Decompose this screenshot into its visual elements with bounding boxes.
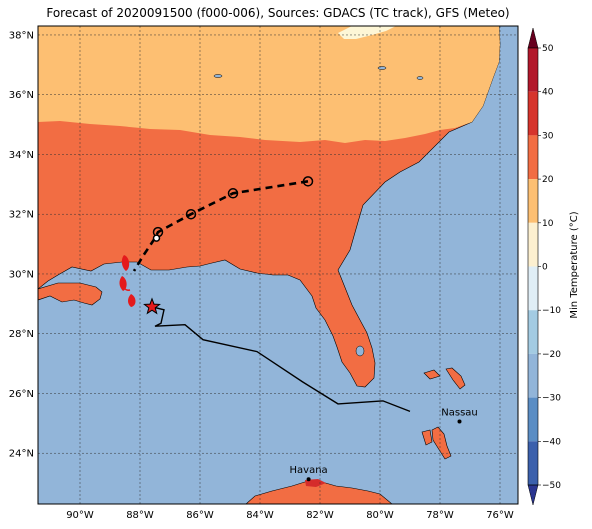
forecast-point bbox=[302, 176, 314, 187]
latitude-labels: 24°N 26°N 28°N 30°N 32°N 34°N 36°N 38°N bbox=[9, 30, 34, 459]
lon-tick-label: 84°W bbox=[246, 510, 274, 521]
lat-tick-label: 26°N bbox=[9, 389, 34, 400]
lat-tick-label: 24°N bbox=[9, 449, 34, 460]
longitude-labels: 90°W 88°W 86°W 84°W 82°W 80°W 78°W 76°W bbox=[66, 510, 514, 521]
lakes bbox=[213, 66, 424, 357]
colorbar-tick-label: 0 bbox=[542, 263, 548, 273]
colorbar-tick-label: 40 bbox=[542, 88, 554, 98]
colorbar-segment bbox=[528, 91, 538, 136]
lat-tick-label: 34°N bbox=[9, 150, 34, 161]
lon-tick-label: 90°W bbox=[66, 510, 94, 521]
colorbar-label: Min Temperature (°C) bbox=[569, 211, 580, 318]
lat-tick-label: 30°N bbox=[9, 269, 34, 280]
colorbar-segment bbox=[528, 48, 538, 92]
storm-overlay bbox=[119, 176, 411, 413]
red-storm-markers bbox=[119, 255, 136, 307]
forecast-track-line bbox=[132, 180, 309, 272]
temp-band-10-20 bbox=[38, 26, 500, 143]
lon-tick-label: 88°W bbox=[126, 510, 154, 521]
colorbar-segment bbox=[528, 135, 538, 180]
lat-tick-label: 32°N bbox=[9, 210, 34, 221]
colorbar-segment bbox=[528, 441, 538, 485]
current-position-star bbox=[143, 297, 161, 315]
forecast-point bbox=[185, 208, 197, 220]
temp-band-0-10 bbox=[338, 26, 396, 39]
colorbar-extend-top bbox=[527, 27, 539, 49]
colorbar-tick-label: 50 bbox=[542, 44, 554, 54]
cuba-land bbox=[245, 480, 393, 504]
colorbar-tick-label: 30 bbox=[542, 131, 554, 141]
lon-tick-label: 80°W bbox=[366, 510, 394, 521]
map-frame bbox=[37, 25, 519, 505]
colorbar-tick-label: −20 bbox=[542, 350, 561, 360]
colorbar-tick-label: −10 bbox=[542, 306, 561, 316]
colorbar-segment bbox=[528, 179, 538, 223]
colorbar-tick-label: 20 bbox=[542, 175, 554, 185]
lat-tick-label: 36°N bbox=[9, 90, 34, 101]
lon-tick-label: 76°W bbox=[486, 510, 514, 521]
lon-tick-label: 78°W bbox=[426, 510, 454, 521]
city-markers: Havana Nassau bbox=[290, 408, 478, 482]
colorbar-segment bbox=[528, 353, 538, 398]
colorbar-extend-bottom bbox=[527, 484, 539, 506]
map-title: Forecast of 2020091500 (f000-006), Sourc… bbox=[46, 6, 510, 20]
lon-tick-label: 86°W bbox=[186, 510, 214, 521]
past-track-line bbox=[151, 306, 411, 413]
city-label: Havana bbox=[290, 465, 328, 476]
forecast-point bbox=[152, 234, 161, 242]
city-dot bbox=[306, 477, 311, 482]
colorbar-tick-label: −50 bbox=[542, 481, 561, 491]
colorbar-segment bbox=[528, 397, 538, 442]
city-label: Nassau bbox=[441, 408, 478, 419]
gridlines bbox=[38, 26, 518, 504]
colorbar-tick-label: −40 bbox=[542, 437, 561, 447]
colorbar-segment bbox=[528, 222, 538, 267]
temp-band-30-40 bbox=[305, 479, 326, 487]
map-layers: Havana Nassau bbox=[38, 26, 518, 504]
colorbar-segment bbox=[528, 310, 538, 354]
bahamas-islands bbox=[421, 367, 466, 460]
colorbar-tick-label: 10 bbox=[542, 219, 554, 229]
colorbar: 50 40 30 20 10 0 −10 −20 −30 −40 −50 bbox=[527, 27, 561, 506]
colorbar-tick-label: −30 bbox=[542, 394, 561, 404]
forecast-point bbox=[227, 188, 239, 199]
colorbar-segment bbox=[528, 266, 538, 311]
lat-tick-label: 38°N bbox=[9, 30, 34, 41]
lon-tick-label: 82°W bbox=[306, 510, 334, 521]
city-dot bbox=[457, 419, 462, 424]
lat-tick-label: 28°N bbox=[9, 329, 34, 340]
